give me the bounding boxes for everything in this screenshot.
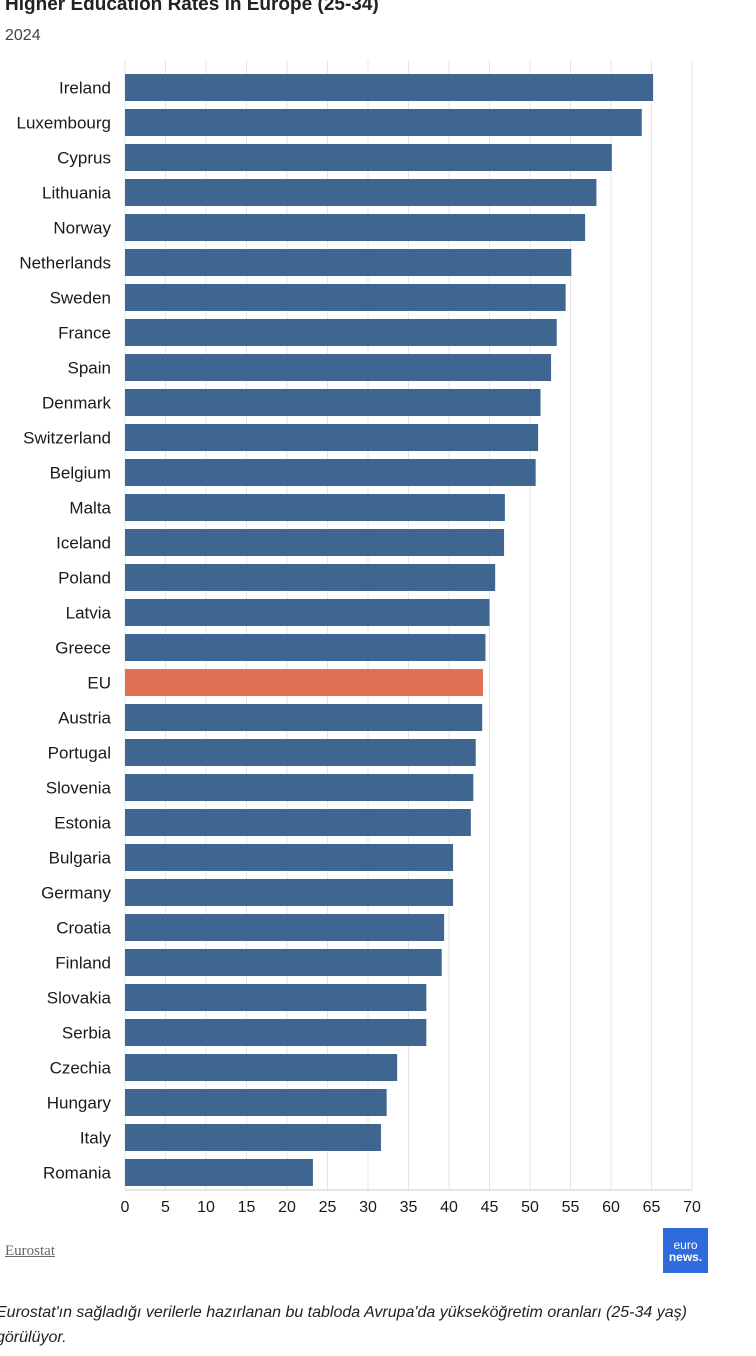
x-tick-label: 0 [121, 1199, 130, 1216]
bar-czechia [125, 1054, 398, 1081]
category-label: Germany [41, 884, 111, 903]
x-tick-label: 25 [319, 1199, 337, 1216]
chart-title: Higher Education Rates in Europe (25-34) [5, 0, 379, 15]
category-label: Lithuania [42, 184, 112, 203]
category-label: Finland [55, 954, 111, 973]
x-tick-label: 20 [278, 1199, 296, 1216]
category-label: Greece [55, 639, 111, 658]
bar-eu [125, 669, 484, 696]
category-label: Belgium [50, 464, 111, 483]
category-label: Denmark [42, 394, 111, 413]
category-label: Italy [80, 1129, 112, 1148]
category-label: Slovakia [47, 989, 112, 1008]
bar-croatia [125, 914, 445, 941]
category-label: Luxembourg [16, 114, 111, 133]
category-label: Croatia [56, 919, 111, 938]
category-label: Ireland [59, 79, 111, 98]
bar-bulgaria [125, 844, 454, 871]
category-label: Switzerland [23, 429, 111, 448]
x-tick-label: 55 [562, 1199, 580, 1216]
bar-france [125, 319, 557, 346]
bar-chart: Ireland Luxembourg Cyprus Lithuania Norway Ne… [16, 60, 701, 1216]
bar-belgium [125, 459, 536, 486]
bar-sweden [125, 284, 566, 311]
x-tick-label: 65 [643, 1199, 661, 1216]
bar-serbia [125, 1019, 427, 1046]
bar-finland [125, 949, 442, 976]
bar-italy [125, 1124, 381, 1151]
category-label: Iceland [56, 534, 111, 553]
bar-poland [125, 564, 496, 591]
category-label: Netherlands [19, 254, 111, 273]
bar-latvia [125, 599, 490, 626]
category-label: Poland [58, 569, 111, 588]
chart-subtitle: 2024 [5, 27, 41, 44]
caption-text: Eurostat'ın sağladığı verilerle hazırlan… [0, 1304, 687, 1346]
bar-hungary [125, 1089, 387, 1116]
category-label: France [58, 324, 111, 343]
bar-estonia [125, 809, 471, 836]
x-tick-label: 50 [521, 1199, 539, 1216]
bar-austria [125, 704, 483, 731]
x-tick-label: 30 [359, 1199, 377, 1216]
bar-slovakia [125, 984, 427, 1011]
category-label: Spain [68, 359, 111, 378]
category-label: Sweden [50, 289, 111, 308]
x-tick-label: 35 [400, 1199, 418, 1216]
bar-lithuania [125, 179, 597, 206]
bar-ireland [125, 74, 654, 101]
category-label: Portugal [48, 744, 111, 763]
bar-norway [125, 214, 586, 241]
x-tick-label: 10 [197, 1199, 215, 1216]
category-label: Estonia [54, 814, 111, 833]
euronews-logo: euro news. [663, 1228, 708, 1273]
bar-slovenia [125, 774, 474, 801]
category-label: Hungary [47, 1094, 112, 1113]
category-label: Bulgaria [49, 849, 112, 868]
bar-spain [125, 354, 552, 381]
source-link[interactable]: Eurostat [5, 1243, 55, 1259]
bar-germany [125, 879, 454, 906]
logo-line-2: news. [668, 1249, 703, 1264]
x-tick-label: 70 [683, 1199, 701, 1216]
x-tick-label: 60 [602, 1199, 620, 1216]
x-tick-label: 40 [440, 1199, 458, 1216]
category-label: Romania [43, 1164, 112, 1183]
x-tick-label: 45 [481, 1199, 499, 1216]
bar-cyprus [125, 144, 612, 171]
bar-denmark [125, 389, 541, 416]
bar-romania [125, 1159, 313, 1186]
category-label: Malta [69, 499, 111, 518]
category-label: Czechia [50, 1059, 112, 1078]
category-label: Latvia [66, 604, 112, 623]
bar-greece [125, 634, 486, 661]
bar-luxembourg [125, 109, 642, 136]
category-label: Slovenia [46, 779, 112, 798]
x-tick-label: 15 [238, 1199, 256, 1216]
logo-line-1: euro [673, 1237, 698, 1252]
x-tick-label: 5 [161, 1199, 170, 1216]
bar-portugal [125, 739, 476, 766]
category-label: Norway [53, 219, 111, 238]
category-label: EU [87, 674, 111, 693]
category-label: Austria [58, 709, 111, 728]
bar-switzerland [125, 424, 539, 451]
bar-malta [125, 494, 505, 521]
bar-iceland [125, 529, 505, 556]
category-label: Cyprus [57, 149, 111, 168]
category-label: Serbia [62, 1024, 112, 1043]
bar-netherlands [125, 249, 572, 276]
